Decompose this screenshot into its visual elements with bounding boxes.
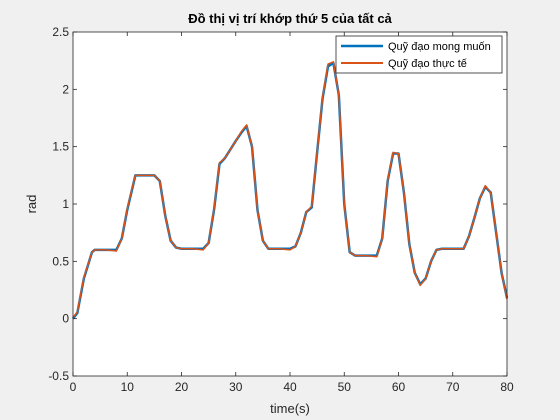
x-tick-label: 0 bbox=[70, 380, 77, 394]
plot-area bbox=[73, 32, 507, 376]
legend-box bbox=[335, 35, 503, 74]
y-axis-label: rad bbox=[24, 195, 39, 214]
x-tick-label: 10 bbox=[121, 380, 135, 394]
series-line-1 bbox=[72, 61, 508, 318]
x-tick-label: 40 bbox=[283, 380, 297, 394]
y-tick-label: 2.5 bbox=[52, 25, 69, 39]
legend: Quỹ đạo mong muốn Quỹ đạo thực tế bbox=[335, 35, 503, 74]
y-tick-label: -0.5 bbox=[48, 369, 69, 383]
axes-layer: 0 10 20 30 40 50 60 70 80-0.500.511.522.5 bbox=[48, 25, 514, 394]
legend-label-actual: Quỹ đạo thực tế bbox=[388, 58, 467, 70]
y-tick-label: 1.5 bbox=[52, 140, 69, 154]
y-tick-label: 1 bbox=[62, 197, 69, 211]
x-tick-label: 50 bbox=[338, 380, 352, 394]
x-tick-label: 20 bbox=[175, 380, 189, 394]
series-layer bbox=[72, 61, 509, 320]
x-tick-label: 80 bbox=[500, 380, 514, 394]
x-tick-label: 30 bbox=[229, 380, 243, 394]
y-tick-label: 0.5 bbox=[52, 254, 69, 268]
y-tick-label: 2 bbox=[62, 82, 69, 96]
chart-title: Đồ thị vị trí khớp thứ 5 của tất cả bbox=[188, 11, 392, 26]
x-axis-label: time(s) bbox=[270, 401, 310, 416]
y-tick-label: 0 bbox=[62, 312, 69, 326]
x-tick-label: 60 bbox=[392, 380, 406, 394]
legend-label-desired: Quỹ đạo mong muốn bbox=[388, 41, 491, 53]
x-tick-label: 70 bbox=[446, 380, 460, 394]
